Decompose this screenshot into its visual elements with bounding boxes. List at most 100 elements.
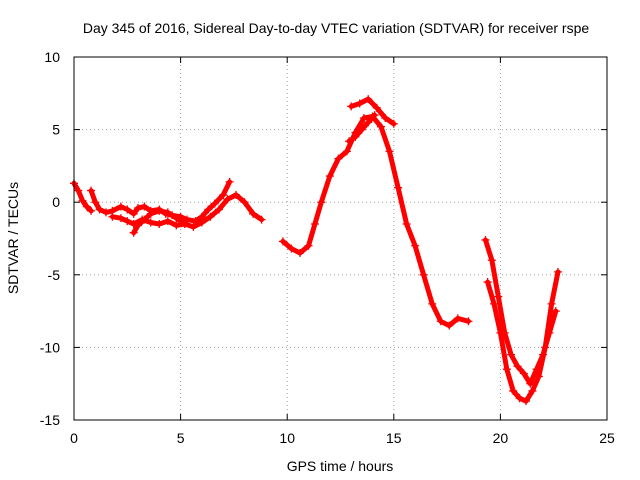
data-point-marker [223,195,232,204]
series-segment-3b [483,267,562,406]
data-point-marker [163,217,172,226]
data-point-marker [197,218,206,227]
data-point-marker [357,125,366,134]
data-point-marker [411,241,420,250]
data-point-marker [180,219,189,228]
data-point-marker [240,198,249,207]
plot-frame [73,56,608,421]
data-point-marker [528,386,537,395]
data-point-marker [428,299,437,308]
data-point-marker [133,204,142,213]
data-point-marker [345,137,354,146]
data-point-marker [453,314,462,323]
y-tick-label: -10 [40,339,60,355]
data-point-marker [101,208,110,217]
data-point-marker [436,317,445,326]
data-point-marker [496,328,505,337]
data-point-marker [108,212,117,221]
data-point-marker [310,219,319,228]
x-tick-label: 20 [493,430,509,446]
data-point-marker [146,209,155,218]
data-point-marker [487,256,496,265]
y-tick-label: 5 [52,122,60,138]
data-point-marker [133,221,142,230]
data-point-marker [347,102,356,111]
data-point-marker [78,196,87,205]
x-tick-label: 10 [279,430,295,446]
data-point-marker [287,244,296,253]
data-point-marker [219,190,228,199]
data-point-marker [204,205,213,214]
data-point-marker [87,186,96,195]
data-point-marker [95,205,104,214]
x-tick-label: 0 [70,430,78,446]
y-tick-label: -5 [48,267,61,283]
data-point-marker [155,219,164,228]
axis-layer: 0 5 10 15 20 25 -15 -10 -5 0 5 10 [40,49,615,446]
series-trace [280,114,471,329]
data-point-marker [129,209,138,218]
data-point-marker [82,202,91,211]
data-point-marker [87,206,96,215]
data-point-marker [249,209,258,218]
grid-layer [74,57,607,420]
x-axis-label: GPS time / hours [287,458,394,474]
data-point-marker [214,205,223,214]
data-point-marker [116,202,125,211]
data-point-marker [172,221,181,230]
x-tick-label: 25 [599,430,615,446]
data-point-marker [140,202,149,211]
data-point-marker [509,386,518,395]
data-point-marker [163,208,172,217]
data-point-marker [483,278,492,287]
data-point-marker [370,111,379,120]
series-segment-2b [347,95,398,128]
y-axis-label: SDTVAR / TECUs [5,182,21,294]
data-point-marker [541,343,550,352]
series-segment-1a [70,179,96,215]
data-point-marker [304,241,313,250]
series-trace [131,208,188,236]
series-trace [485,269,561,404]
data-point-marker [394,183,403,192]
data-point-marker [389,119,398,128]
series-segment-2 [278,112,473,330]
data-point-marker [155,206,164,215]
data-point-marker [381,113,390,122]
data-point-marker [402,219,411,228]
data-point-marker [334,154,343,163]
data-point-marker [91,198,100,207]
data-point-marker [140,215,149,224]
data-point-marker [278,237,287,246]
data-point-marker [295,249,304,258]
data-point-marker [372,103,381,112]
data-point-marker [129,228,138,237]
chart-title: Day 345 of 2016, Sidereal Day-to-day VTE… [83,20,589,36]
data-point-marker [351,132,360,141]
data-point-marker [481,235,490,244]
data-point-marker [189,222,198,231]
data-point-marker [123,205,132,214]
data-point-marker [146,218,155,227]
data-point-marker [551,307,560,316]
data-point-marker [317,198,326,207]
data-point-marker [210,199,219,208]
y-tick-label: 0 [52,194,60,210]
data-point-marker [553,267,562,276]
data-point-marker [364,95,373,104]
data-point-marker [534,372,543,381]
data-point-marker [464,317,473,326]
data-point-marker [502,365,511,374]
data-point-marker [342,147,351,156]
data-point-marker [206,212,215,221]
data-point-marker [490,299,499,308]
data-point-marker [515,394,524,403]
y-tick-label: 10 [44,49,60,65]
series-layer [70,95,562,406]
x-tick-label: 5 [177,430,185,446]
y-tick-label: -15 [40,412,60,428]
data-point-marker [445,321,454,330]
data-point-marker [507,350,516,359]
data-point-marker [225,177,234,186]
